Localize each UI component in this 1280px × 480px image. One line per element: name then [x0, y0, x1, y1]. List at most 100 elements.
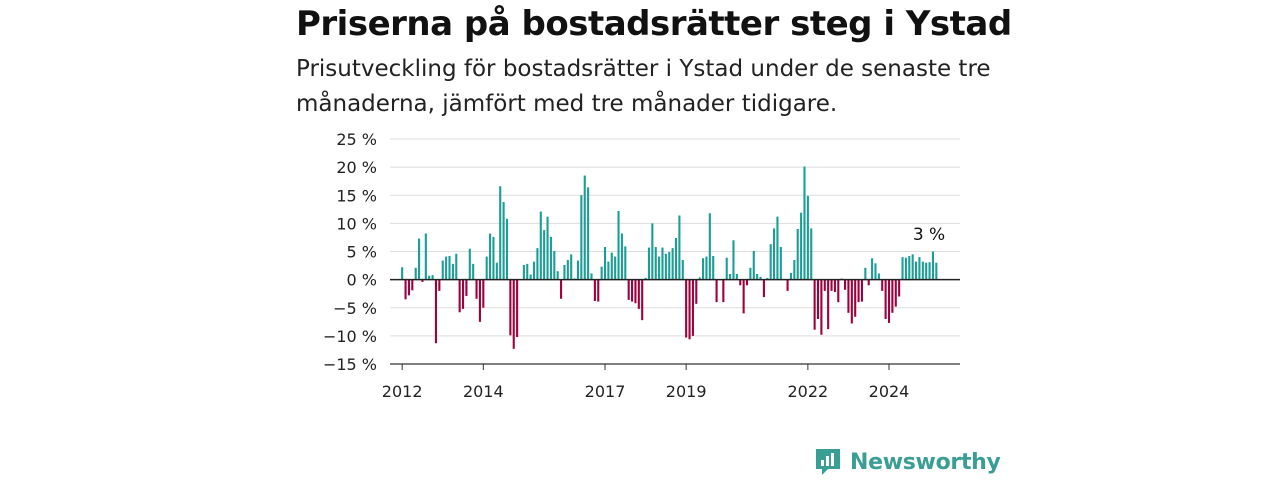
bar	[766, 277, 769, 280]
bar	[576, 260, 580, 280]
bar	[546, 216, 549, 280]
y-tick-label: 25 %	[336, 130, 377, 149]
bar	[729, 274, 732, 280]
bar	[654, 247, 657, 280]
bar	[904, 257, 907, 280]
bar	[908, 256, 911, 280]
x-tick-label: 2014	[463, 382, 504, 401]
y-tick-label: −5 %	[333, 299, 377, 318]
bar	[522, 265, 525, 280]
bar	[725, 257, 728, 280]
bar	[658, 256, 661, 280]
bar	[884, 279, 887, 320]
bar	[816, 279, 820, 320]
x-tick-label: 2012	[382, 382, 423, 401]
latest-value-annotation: 3 %	[913, 225, 945, 245]
bar	[461, 279, 465, 309]
bar	[590, 273, 593, 280]
bar	[887, 279, 891, 323]
bar	[708, 213, 711, 280]
bar	[837, 279, 840, 303]
bar	[499, 186, 502, 280]
bar	[732, 240, 735, 280]
bar	[502, 202, 505, 280]
bar	[566, 259, 569, 280]
bar	[536, 248, 539, 280]
axes	[390, 278, 960, 365]
bar	[448, 256, 451, 280]
bar	[867, 279, 870, 286]
bar	[877, 273, 880, 280]
bar	[671, 248, 674, 280]
newsworthy-logo-text: Newsworthy	[850, 449, 1001, 475]
bar	[698, 277, 701, 280]
x-axis-ticks: 2012 2014 2017 2019 2022 2024	[382, 364, 909, 401]
bar	[881, 279, 884, 291]
bar	[441, 260, 444, 280]
bar	[478, 279, 481, 322]
bar	[813, 279, 816, 330]
bar	[610, 252, 613, 280]
bar	[627, 279, 630, 300]
bar	[830, 279, 833, 291]
bar	[742, 279, 745, 314]
bar	[651, 223, 654, 280]
newsworthy-logo-icon	[816, 449, 840, 475]
bar	[769, 244, 772, 280]
bar	[695, 279, 698, 304]
bar	[705, 256, 708, 280]
bar	[495, 262, 498, 280]
bar	[532, 261, 536, 280]
bar	[898, 279, 901, 297]
bar	[925, 262, 928, 280]
bar	[526, 263, 529, 280]
bar	[489, 233, 492, 280]
bar	[857, 279, 860, 303]
y-tick-label: 15 %	[336, 186, 377, 205]
bar	[617, 211, 620, 280]
bar	[424, 233, 427, 280]
bar	[911, 254, 914, 280]
bar	[620, 233, 623, 280]
bar	[762, 279, 765, 298]
bar	[860, 279, 864, 302]
bar	[634, 279, 637, 304]
bar	[931, 251, 935, 280]
y-axis-tick-labels: −15 % −10 % −5 % 0 % 5 % 10 % 15 % 20 % 25 %	[323, 130, 377, 374]
x-tick-label: 2017	[585, 382, 626, 401]
bar	[431, 275, 434, 280]
bar	[789, 272, 793, 280]
bar	[421, 279, 424, 282]
bar	[553, 250, 556, 280]
bar	[556, 271, 559, 280]
bar	[570, 254, 573, 280]
bar	[580, 195, 583, 280]
bar	[647, 247, 651, 280]
bar	[492, 236, 495, 280]
bar	[668, 252, 671, 280]
bar	[823, 279, 826, 291]
bar	[674, 238, 678, 280]
bar	[827, 279, 830, 330]
bar	[458, 279, 461, 313]
bar	[661, 247, 664, 280]
bar	[529, 274, 532, 280]
bar	[918, 257, 921, 280]
bar	[850, 279, 853, 324]
bar	[401, 267, 404, 280]
bar	[603, 247, 607, 280]
bar	[844, 279, 847, 290]
bar	[874, 263, 877, 280]
x-tick-label: 2022	[788, 382, 829, 401]
bar	[803, 166, 806, 280]
bar	[847, 279, 850, 313]
bar	[631, 279, 634, 302]
bar-chart: −15 % −10 % −5 % 0 % 5 % 10 % 15 % 20 % 25 % 201…	[323, 130, 960, 401]
bar	[796, 229, 799, 280]
bar	[445, 256, 448, 280]
bar	[678, 215, 681, 280]
bar	[587, 187, 590, 280]
bar	[472, 263, 475, 280]
bar	[428, 275, 431, 280]
bar	[752, 250, 755, 280]
